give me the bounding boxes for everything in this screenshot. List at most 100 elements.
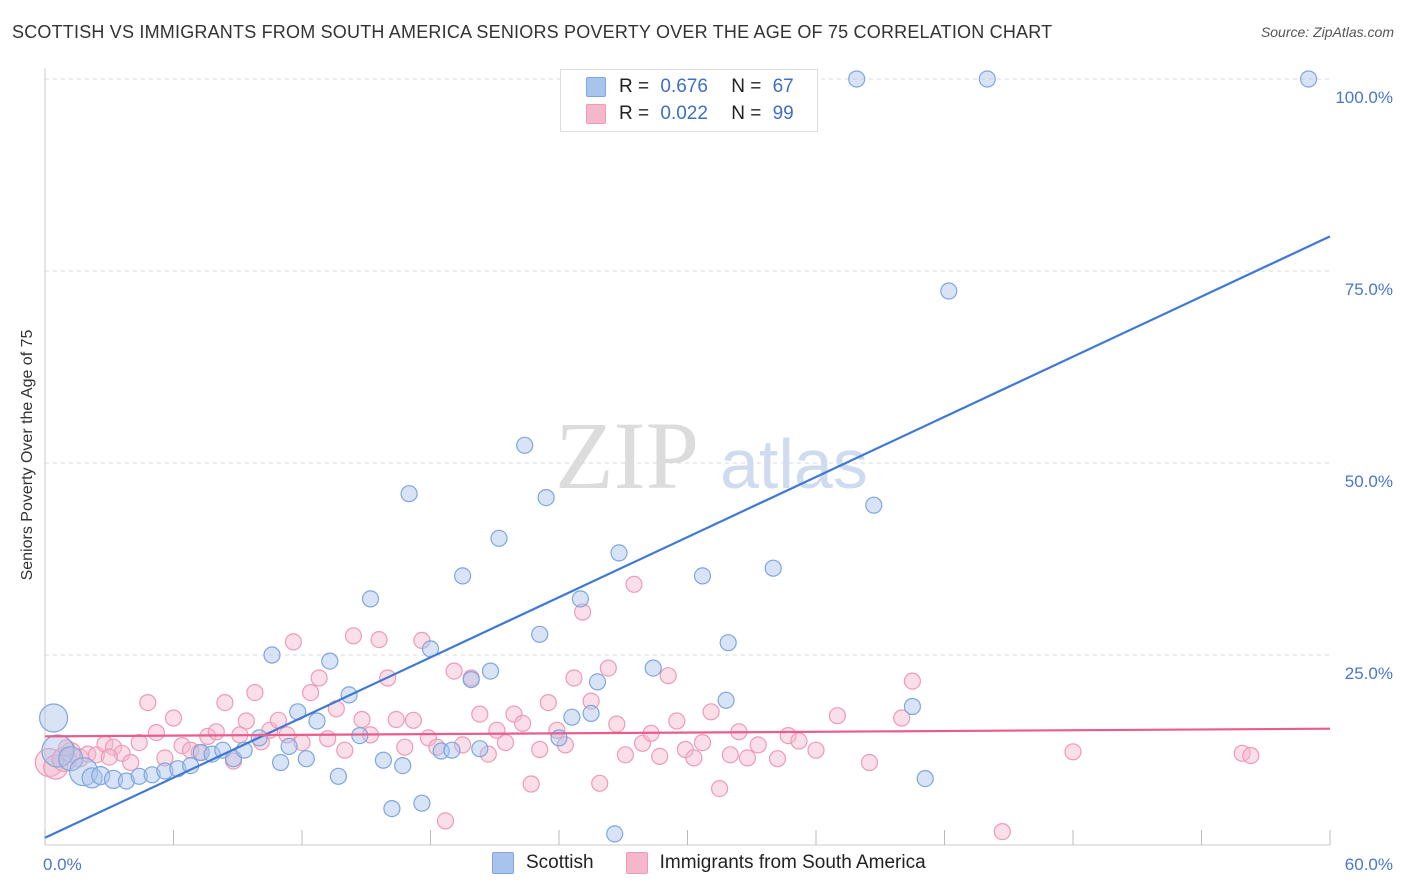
legend-label-scottish: Scottish <box>526 852 594 873</box>
point-scottish <box>400 485 418 503</box>
point-scottish <box>610 544 628 562</box>
point-immigrants <box>616 746 635 764</box>
point-immigrants <box>608 715 626 733</box>
chart-title: SCOTTISH VS IMMIGRANTS FROM SOUTH AMERIC… <box>12 22 1053 42</box>
point-scottish <box>462 670 480 689</box>
point-scottish <box>272 753 290 772</box>
point-immigrants <box>693 733 712 752</box>
correlation-legend: R = 0.676 N = 67 R = 0.022 N = 99 <box>560 69 818 132</box>
point-scottish <box>443 741 461 759</box>
n-label: N = <box>731 103 762 124</box>
point-immigrants <box>599 659 617 677</box>
point-scottish <box>91 765 111 786</box>
point-immigrants <box>721 746 739 764</box>
point-immigrants <box>513 714 532 733</box>
point-scottish <box>38 703 69 733</box>
point-immigrants <box>237 712 255 730</box>
point-scottish <box>143 766 161 784</box>
point-scottish <box>130 767 148 785</box>
point-immigrants <box>505 705 523 723</box>
point-immigrants <box>139 693 157 712</box>
point-scottish <box>865 496 883 514</box>
point-scottish <box>58 746 84 772</box>
point-scottish <box>916 769 934 788</box>
point-immigrants <box>445 662 463 680</box>
point-immigrants <box>302 683 320 702</box>
r-value: 0.022 <box>660 103 708 124</box>
point-immigrants <box>246 683 264 702</box>
point-scottish <box>903 697 922 716</box>
source-label: Source: ZipAtlas.com <box>1260 24 1394 40</box>
point-scottish <box>571 590 590 608</box>
point-scottish <box>361 590 380 608</box>
trend-line-immigrants <box>44 727 1331 738</box>
point-immigrants <box>903 672 922 690</box>
grid <box>45 78 1330 656</box>
point-immigrants <box>156 749 174 767</box>
point-scottish <box>644 659 662 677</box>
point-immigrants <box>768 750 787 768</box>
point-immigrants <box>573 603 592 621</box>
point-immigrants <box>749 736 767 754</box>
n-value: 99 <box>772 103 794 124</box>
point-scottish <box>329 767 347 785</box>
point-immigrants <box>496 733 515 752</box>
point-scottish <box>383 799 401 818</box>
point-immigrants <box>216 693 234 712</box>
trend-lines <box>44 235 1331 839</box>
r-value: 0.676 <box>660 76 708 97</box>
point-scottish <box>516 436 534 454</box>
point-immigrants <box>479 745 497 763</box>
point-scottish <box>297 750 315 768</box>
point-scottish <box>192 743 210 762</box>
watermark: ZIP atlas <box>555 402 868 509</box>
point-scottish <box>263 646 281 664</box>
point-immigrants <box>565 669 583 687</box>
y-tick-label: 100.0% <box>1335 88 1393 107</box>
point-immigrants <box>702 703 720 721</box>
point-immigrants <box>336 741 354 759</box>
point-immigrants <box>807 741 825 759</box>
point-immigrants <box>668 712 686 730</box>
point-scottish <box>280 737 298 756</box>
r-label: R = <box>619 76 650 97</box>
point-immigrants <box>522 775 540 793</box>
point-immigrants <box>387 710 405 729</box>
point-scottish <box>940 282 958 300</box>
point-scottish <box>1299 70 1318 88</box>
y-tick-label: 50.0% <box>1345 472 1393 491</box>
r-label: R = <box>619 103 650 124</box>
point-immigrants <box>893 709 911 727</box>
point-immigrants <box>790 732 808 750</box>
point-immigrants <box>539 693 557 712</box>
point-scottish <box>719 634 737 652</box>
point-scottish <box>490 529 508 547</box>
point-immigrants <box>353 710 371 729</box>
point-scottish <box>41 734 75 768</box>
swatch-immigrants <box>586 104 606 124</box>
series-legend: Scottish Immigrants from South America <box>492 852 958 874</box>
point-immigrants <box>404 711 422 729</box>
x-tick-label: 0.0% <box>43 855 82 874</box>
trend-line-scottish <box>44 235 1331 839</box>
n-value: 67 <box>772 76 794 97</box>
n-label: N = <box>731 76 762 97</box>
point-immigrants <box>651 747 669 766</box>
point-immigrants <box>993 822 1011 841</box>
point-scottish <box>978 70 996 88</box>
point-immigrants <box>828 707 847 725</box>
legend-item-immigrants: Immigrants from South America <box>625 852 926 874</box>
point-immigrants <box>100 748 118 766</box>
point-immigrants <box>344 627 362 645</box>
point-scottish <box>588 673 607 691</box>
point-immigrants <box>319 730 337 748</box>
pink-points <box>34 575 1260 841</box>
point-immigrants <box>396 738 414 756</box>
point-scottish <box>103 769 124 790</box>
point-immigrants <box>104 738 123 756</box>
point-scottish <box>471 740 489 758</box>
point-scottish <box>606 825 624 843</box>
point-scottish <box>717 691 735 709</box>
point-immigrants <box>556 736 575 754</box>
point-immigrants <box>710 779 729 798</box>
